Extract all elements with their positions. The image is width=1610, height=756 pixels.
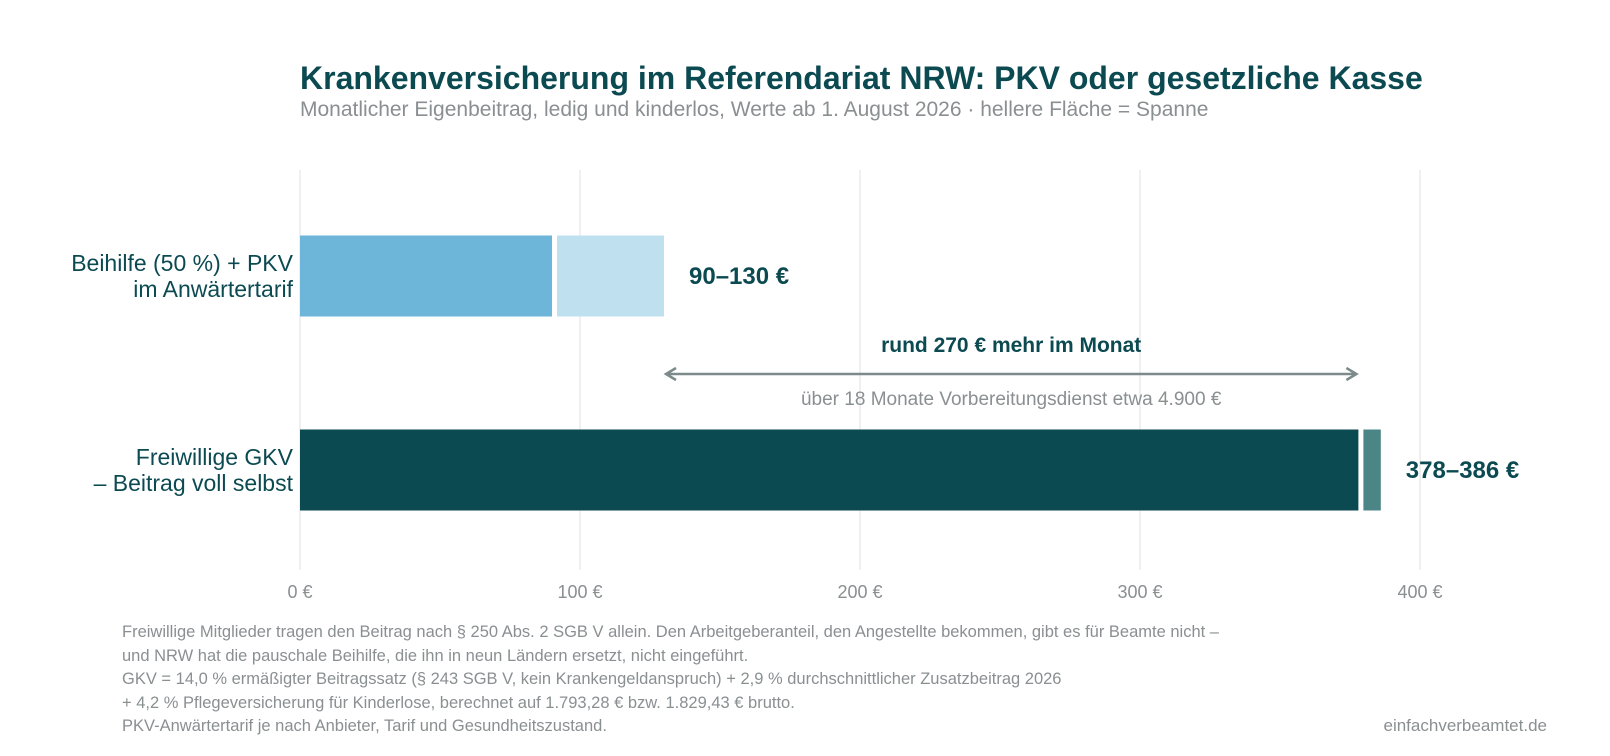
category-label: – Beitrag voll selbst	[94, 470, 294, 496]
bar-range	[1363, 429, 1381, 511]
value-label: 378–386 €	[1406, 457, 1519, 484]
x-tick-label: 400 €	[1397, 582, 1442, 602]
footnote-line: + 4,2 % Pflegeversicherung für Kinderlos…	[122, 693, 795, 712]
x-tick-label: 300 €	[1117, 582, 1162, 602]
footnote-line: PKV-Anwärtertarif je nach Anbieter, Tari…	[122, 717, 607, 736]
arrowhead-right	[1345, 366, 1359, 382]
x-tick-label: 100 €	[557, 582, 602, 602]
bar-base	[300, 235, 552, 317]
value-label: 90–130 €	[689, 263, 789, 290]
footnote-line: Freiwillige Mitglieder tragen den Beitra…	[122, 623, 1219, 641]
category-label: Beihilfe (50 %) + PKV	[71, 250, 293, 276]
arrowhead-left	[663, 366, 677, 382]
chart-subtitle: Monatlicher Eigenbeitrag, ledig und kind…	[300, 98, 1209, 121]
chart-title: Krankenversicherung im Referendariat NRW…	[300, 60, 1423, 96]
annotation-sublabel: über 18 Monate Vorbereitungsdienst etwa …	[801, 389, 1222, 410]
source-label: einfachverbeamtet.de	[1383, 716, 1548, 735]
bar-base	[300, 429, 1359, 511]
x-tick-label: 200 €	[837, 582, 882, 602]
footnote-line: und NRW hat die pauschale Beihilfe, die …	[122, 646, 749, 665]
footnote: Freiwillige Mitglieder tragen den Beitra…	[122, 621, 1219, 739]
category-label: Freiwillige GKV	[136, 444, 294, 470]
category-label: im Anwärtertarif	[133, 276, 293, 302]
bar-range	[557, 235, 664, 317]
bar-chart: 0 € 100 € 200 € 300 € 400 € 90–130 € Beihilfe …	[71, 170, 1519, 602]
annotation-label: rund 270 € mehr im Monat	[881, 334, 1141, 357]
x-tick-label: 0 €	[287, 582, 312, 602]
footnote-line: GKV = 14,0 % ermäßigter Beitragssatz (§ …	[122, 670, 1062, 689]
